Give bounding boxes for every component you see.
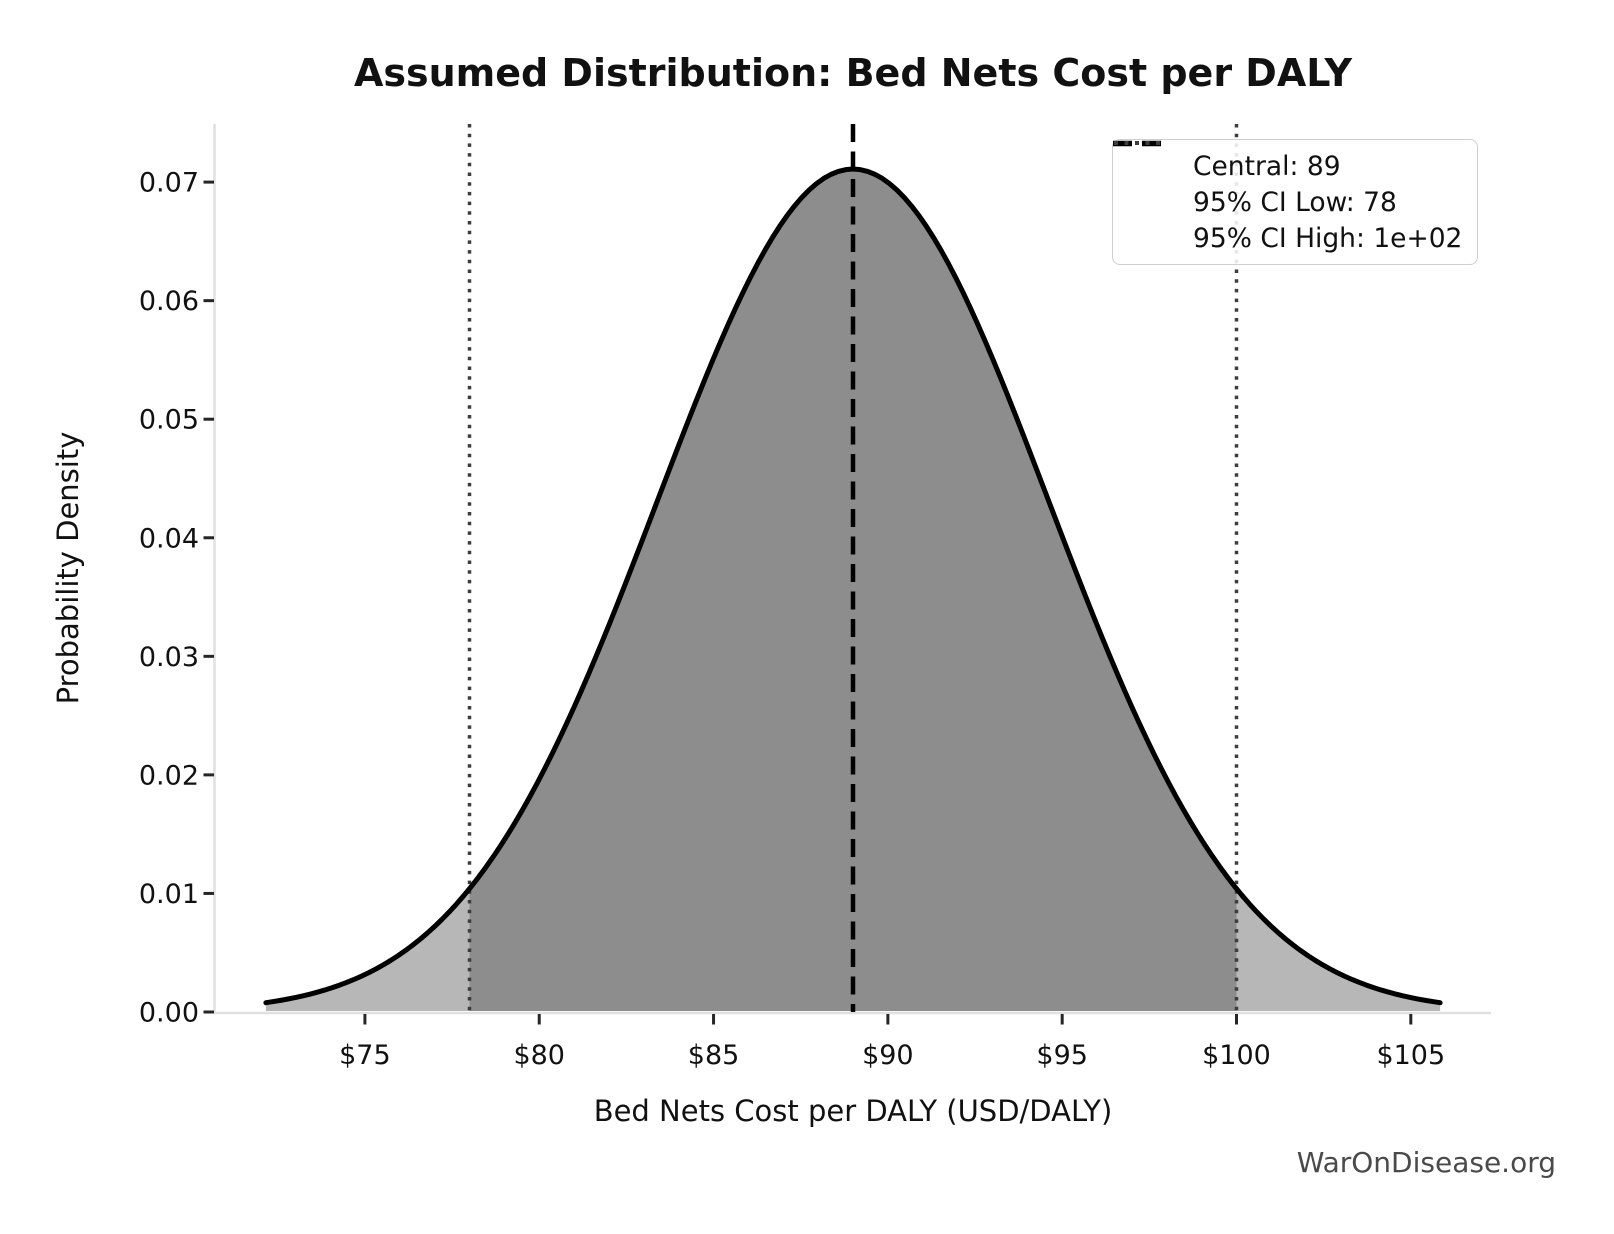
density-fills — [265, 169, 1441, 1012]
density-curve — [263, 166, 1443, 1006]
x-tick-label: $75 — [339, 1040, 391, 1071]
x-tick-label: $90 — [862, 1040, 914, 1071]
y-tick-label: 0.02 — [139, 760, 199, 791]
legend-item-ci-high: 95% CI High: 1e+02 — [1114, 141, 1463, 254]
watermark: WarOnDisease.org — [1297, 1146, 1556, 1179]
legend-item-central: Central: 89 — [1113, 140, 1463, 182]
x-tick-label: $105 — [1376, 1040, 1445, 1071]
x-tick-label: $80 — [513, 1040, 565, 1071]
legend-label-ci-high: 95% CI High: 1e+02 — [1193, 222, 1463, 254]
ci-area — [469, 169, 1237, 1012]
x-tick-label: $85 — [688, 1040, 740, 1071]
tick-marks — [203, 180, 1413, 1025]
marker-lines — [467, 124, 1239, 1012]
x-tick-label: $95 — [1036, 1040, 1088, 1071]
x-axis-label: Bed Nets Cost per DALY (USD/DALY) — [594, 1094, 1113, 1128]
legend: Central: 89 95% CI Low: 78 95% CI High: … — [1112, 139, 1478, 265]
legend-label-central: Central: 89 — [1193, 150, 1341, 182]
axes-spines — [213, 124, 1491, 1015]
y-tick-label: 0.04 — [139, 523, 199, 554]
x-tick-label: $100 — [1202, 1040, 1271, 1071]
y-tick-label: 0.00 — [139, 998, 199, 1029]
legend-label-ci-low: 95% CI Low: 78 — [1193, 186, 1397, 218]
y-tick-label: 0.07 — [139, 168, 199, 199]
y-tick-label: 0.05 — [139, 405, 199, 436]
legend-item-ci-low: 95% CI Low: 78 — [1114, 141, 1463, 218]
y-tick-label: 0.06 — [139, 286, 199, 317]
density-curve-stroke — [263, 166, 1443, 1006]
y-tick-label: 0.03 — [139, 642, 199, 673]
y-tick-label: 0.01 — [139, 879, 199, 910]
tick-labels: $75 $80 $85 $90 $95 $100 $105 0.00 0.01 0.02 0.03 0… — [139, 168, 1445, 1071]
chart-title: Assumed Distribution: Bed Nets Cost per … — [354, 51, 1353, 95]
y-axis-label: Probability Density — [51, 432, 85, 705]
